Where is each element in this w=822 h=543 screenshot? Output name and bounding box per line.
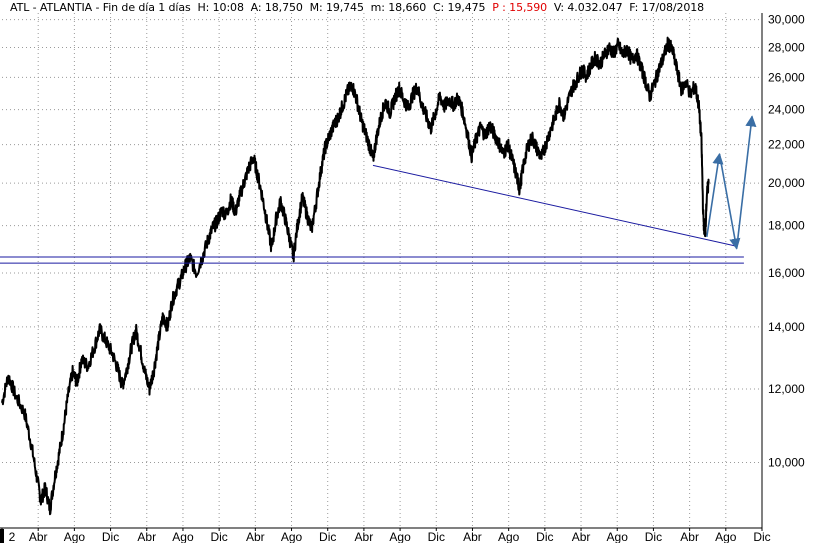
y-tick-label: 12,000 bbox=[768, 382, 805, 396]
y-tick-label: 16,000 bbox=[768, 266, 805, 280]
x-tick-label: Ago bbox=[172, 530, 194, 543]
y-tick-label: 24,000 bbox=[768, 103, 805, 117]
x-tick-label: Abr bbox=[572, 530, 591, 543]
y-tick-label: 28,000 bbox=[768, 40, 805, 54]
x-tick-label: Ago bbox=[607, 530, 629, 543]
x-axis: 2 Abr Ago Dic Abr Ago Dic Abr Ago Dic Abr Ago Dic Abr… bbox=[9, 530, 771, 543]
x-tick-label: Abr bbox=[463, 530, 482, 543]
chart-frame bbox=[0, 13, 763, 543]
y-tick-label: 22,000 bbox=[768, 138, 805, 152]
x-tick-label: Ago bbox=[715, 530, 737, 543]
projection-arrows bbox=[706, 115, 757, 250]
x-tick-label: Dic bbox=[210, 530, 227, 543]
scroll-marker bbox=[0, 529, 4, 543]
header-close: C: 19,475 bbox=[432, 1, 486, 14]
y-tick-label: 14,000 bbox=[768, 320, 805, 334]
y-tick-label: 20,000 bbox=[768, 176, 805, 190]
x-tick-label: 2 bbox=[9, 530, 16, 543]
header-time: H: 10:08 bbox=[197, 1, 244, 14]
projection-arrow bbox=[718, 153, 741, 250]
x-tick-label: Ago bbox=[281, 530, 303, 543]
y-tick-label: 18,000 bbox=[768, 219, 805, 233]
y-tick-label: 10,000 bbox=[768, 455, 805, 469]
trend-lines bbox=[0, 164, 744, 264]
header-date: F: 17/08/2018 bbox=[629, 1, 705, 14]
x-tick-label: Abr bbox=[137, 530, 156, 543]
header-ticker: ATL bbox=[10, 1, 30, 14]
x-tick-label: Dic bbox=[645, 530, 662, 543]
y-axis: 10,000 12,000 14,000 16,000 18,000 20,000 22,0… bbox=[768, 13, 805, 470]
header-low: m: 18,660 bbox=[370, 1, 427, 14]
x-tick-label: Dic bbox=[102, 530, 119, 543]
header-open: A: 18,750 bbox=[250, 1, 303, 14]
x-tick-label: Ago bbox=[389, 530, 411, 543]
x-tick-label: Dic bbox=[428, 530, 445, 543]
x-tick-label: Abr bbox=[246, 530, 265, 543]
y-tick-label: 30,000 bbox=[768, 13, 805, 27]
x-tick-label: Dic bbox=[319, 530, 336, 543]
x-tick-label: Ago bbox=[64, 530, 86, 543]
x-tick-label: Dic bbox=[536, 530, 553, 543]
header-volume: V: 4.032.047 bbox=[553, 1, 623, 14]
x-tick-label: Abr bbox=[680, 530, 699, 543]
trend-line bbox=[372, 164, 737, 247]
price-series bbox=[1, 36, 710, 516]
chart-header: ATL - ATLANTIA - Fin de día 1 días H: 10… bbox=[10, 1, 705, 14]
projection-arrow bbox=[706, 152, 724, 238]
x-tick-label: Ago bbox=[498, 530, 520, 543]
header-name: ATLANTIA bbox=[39, 1, 93, 14]
y-tick-label: 26,000 bbox=[768, 70, 805, 84]
x-tick-label: Dic bbox=[753, 530, 770, 543]
projection-arrow bbox=[735, 115, 757, 249]
header-price: P : 15,590 bbox=[492, 1, 548, 14]
header-interval: Fin de día 1 días bbox=[102, 1, 191, 14]
x-tick-label: Abr bbox=[355, 530, 374, 543]
header-high: M: 19,745 bbox=[309, 1, 364, 14]
x-tick-label: Abr bbox=[29, 530, 48, 543]
price-line bbox=[1, 36, 710, 516]
